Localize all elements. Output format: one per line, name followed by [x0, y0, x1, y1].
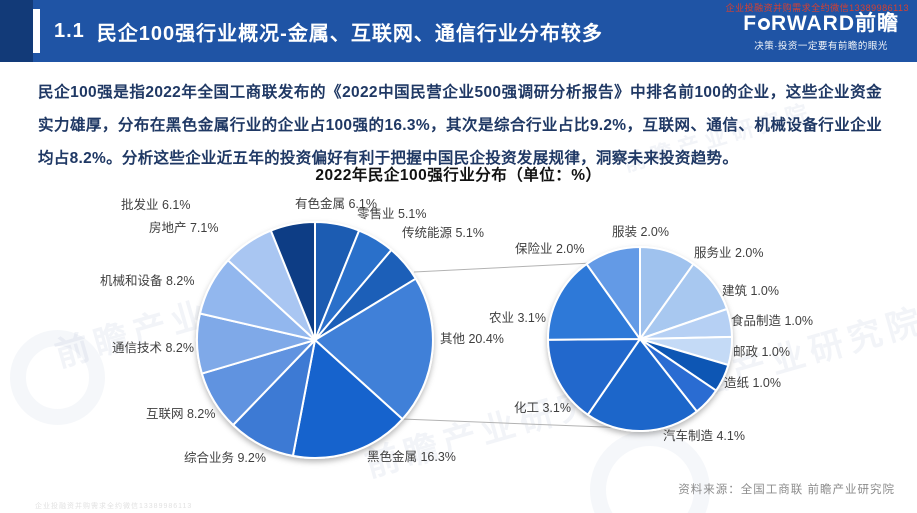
fine-print: 企业投融资并购需求全约微信13389986113 — [35, 503, 193, 510]
pie-label-机械和设备: 机械和设备 8.2% — [100, 274, 195, 288]
pie-label-服装: 服装 2.0% — [612, 225, 669, 239]
main-pie — [196, 221, 434, 459]
section-number: 1.1 — [54, 19, 85, 42]
pie-label-房地产: 房地产 7.1% — [149, 221, 219, 235]
pie-label-传统能源: 传统能源 5.1% — [402, 226, 484, 240]
pie-label-通信技术: 通信技术 8.2% — [112, 341, 194, 355]
secondary-pie-slice-保险业 — [585, 246, 641, 340]
secondary-pie-slice-农业 — [546, 263, 641, 341]
header-bar: 1.1 民企100强行业概况-金属、互联网、通信行业分布较多 企业投融资并购需求… — [0, 0, 917, 62]
gear-icon — [758, 18, 771, 30]
brand-logo: F RWARD前瞻 决策·投资一定要有前瞻的眼光 — [743, 12, 899, 52]
header-left-cap — [0, 0, 33, 62]
pie-label-批发业: 批发业 6.1% — [121, 198, 191, 212]
pie-label-其他: 其他 20.4% — [440, 332, 504, 346]
secondary-pie-slice-化工 — [547, 338, 641, 416]
pie-label-农业: 农业 3.1% — [489, 311, 546, 325]
intro-paragraph: 民企100强是指2022年全国工商联发布的《2022中国民营企业500强调研分析… — [38, 84, 882, 167]
pie-label-黑色金属: 黑色金属 16.3% — [367, 450, 456, 464]
pie-label-保险业: 保险业 2.0% — [515, 242, 585, 256]
pie-label-邮政: 邮政 1.0% — [733, 345, 790, 359]
main-pie-slice-其他 — [314, 277, 434, 421]
header-accent-bar — [33, 9, 40, 53]
chart-title: 2022年民企100强行业分布（单位：%） — [315, 167, 602, 184]
main-pie-slice-批发业 — [269, 221, 316, 341]
pie-label-服务业: 服务业 2.0% — [694, 246, 764, 260]
pie-label-综合业务: 综合业务 9.2% — [184, 451, 266, 465]
pie-label-互联网: 互联网 8.2% — [146, 407, 216, 421]
page-title-text: 民企100强行业概况-金属、互联网、通信行业分布较多 — [96, 22, 603, 45]
page-title: 1.1 民企100强行业概况-金属、互联网、通信行业分布较多 — [54, 0, 603, 62]
logo-tagline: 决策·投资一定要有前瞻的眼光 — [754, 41, 888, 52]
contact-note: 企业投融资并购需求全约微信13389986113 — [725, 3, 909, 13]
logo-brand: F RWARD前瞻 — [743, 12, 899, 35]
secondary-pie-slice-汽车制造 — [586, 338, 698, 432]
pie-label-有色金属: 有色金属 6.1% — [295, 197, 377, 211]
secondary-pie — [546, 246, 734, 432]
pie-label-造纸: 造纸 1.0% — [724, 376, 781, 390]
pie-label-汽车制造: 汽车制造 4.1% — [663, 429, 745, 443]
pie-label-化工: 化工 3.1% — [514, 401, 571, 415]
series-connector-line — [413, 262, 593, 273]
source-note: 资料来源：全国工商联 前瞻产业研究院 — [678, 484, 895, 496]
main-pie-slice-黑色金属 — [291, 339, 404, 459]
pie-label-零售业: 零售业 5.1% — [357, 207, 427, 221]
pie-label-建筑: 建筑 1.0% — [722, 284, 779, 298]
pie-label-食品制造: 食品制造 1.0% — [731, 314, 813, 328]
